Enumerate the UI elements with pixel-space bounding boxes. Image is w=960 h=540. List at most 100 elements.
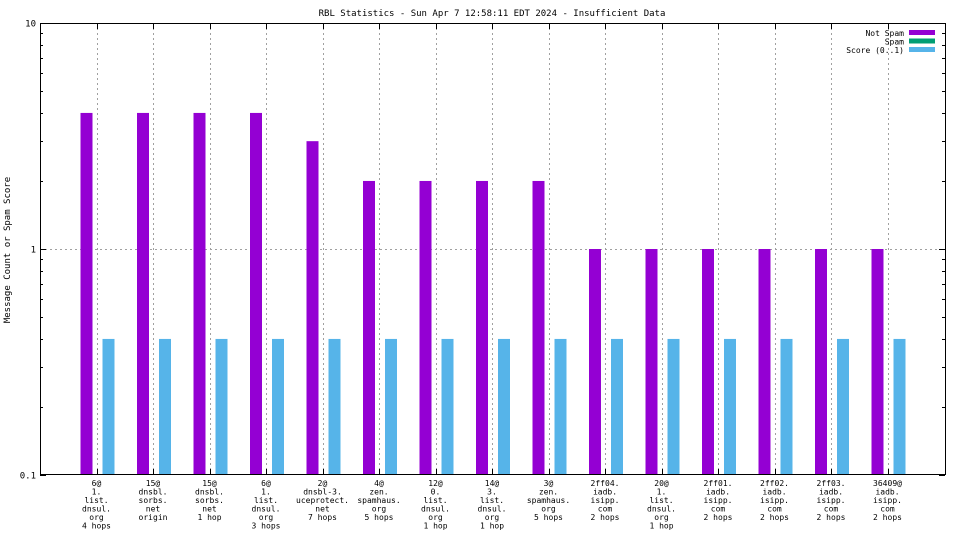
not-spam-bar: [193, 112, 206, 475]
x-tick-label: 1 hop: [197, 513, 221, 522]
x-tick-label: 36409@: [873, 479, 902, 488]
x-tick-label: iadb.: [706, 488, 730, 497]
x-tick-label: com: [824, 505, 839, 514]
x-tick-label: 20@: [654, 479, 669, 488]
score-bar: [667, 338, 680, 475]
not-spam-bar: [645, 249, 658, 475]
x-tick-label: dnsul.: [647, 505, 676, 514]
score-bar: [102, 338, 115, 475]
x-tick-label: 2ff01.: [704, 479, 733, 488]
x-tick-label: list.: [254, 496, 278, 505]
x-tick-label: 5 hops: [534, 513, 563, 522]
x-tick-label: origin: [139, 513, 168, 522]
grid-lines: [40, 23, 945, 476]
x-tick-label: sorbs.: [139, 496, 168, 505]
x-tick-label: 5 hops: [365, 513, 394, 522]
x-tick-label: list.: [649, 496, 673, 505]
x-tick-label: sorbs.: [195, 496, 224, 505]
not-spam-bar: [589, 249, 601, 475]
not-spam-bar: [532, 180, 545, 475]
x-tick-label: net: [146, 505, 161, 514]
score-bar: [780, 338, 793, 475]
x-tick-label: 7 hops: [308, 513, 337, 522]
x-tick-label: 2@: [318, 479, 328, 488]
score-bar: [893, 338, 906, 475]
x-tick-label: 4 hops: [82, 522, 111, 531]
x-tick-label: dnsbl.: [139, 488, 168, 497]
x-tick-label: dnsul.: [82, 505, 111, 514]
x-tick-label: com: [767, 505, 782, 514]
x-tick-label: org: [485, 513, 500, 522]
x-tick-label: 2 hops: [704, 513, 733, 522]
not-spam-bar: [476, 180, 488, 475]
x-tick-label: isipp.: [873, 496, 902, 505]
x-tick-label: dnsul.: [252, 505, 281, 514]
x-tick-label: org: [654, 513, 669, 522]
x-tick-label: net: [202, 505, 217, 514]
score-bar: [554, 338, 567, 475]
not-spam-bar: [137, 112, 149, 475]
x-tick-label: 6@: [92, 479, 102, 488]
legend-swatch: [909, 30, 935, 35]
x-tick-label: iadb.: [593, 488, 617, 497]
x-tick-label: list.: [423, 496, 447, 505]
score-bar: [837, 338, 849, 475]
x-tick-label: 3.: [487, 488, 497, 497]
score-bar: [441, 338, 454, 475]
x-tick-label: 15@: [202, 479, 217, 488]
legend-label: Not Spam: [865, 29, 904, 38]
x-tick-label: uceprotect.: [296, 496, 349, 505]
x-tick-label: 1 hop: [480, 522, 504, 531]
score-bar: [328, 338, 341, 475]
x-tick-label: org: [372, 505, 387, 514]
score-bar: [611, 338, 623, 475]
plot-frame: [40, 23, 946, 475]
chart-title: RBL Statistics - Sun Apr 7 12:58:11 EDT …: [319, 9, 666, 19]
x-tick-label: spamhaus.: [527, 496, 570, 505]
x-tick-label: spamhaus.: [357, 496, 400, 505]
y-axis-label: Message Count or Spam Score: [3, 177, 13, 323]
not-spam-bar: [250, 112, 262, 475]
x-tick-label: 12@: [428, 479, 443, 488]
not-spam-bar: [758, 249, 771, 475]
x-tick-label: dnsul.: [421, 505, 450, 514]
score-bar: [385, 338, 397, 475]
legend-label: Score (0..1): [846, 46, 904, 55]
x-tick-label: com: [711, 505, 726, 514]
bars: [80, 112, 906, 475]
x-tick-label: 1.: [657, 488, 667, 497]
x-tick-label: 3@: [544, 479, 554, 488]
score-bar: [159, 338, 171, 475]
x-tick-label: 3 hops: [252, 522, 281, 531]
not-spam-bar: [419, 180, 432, 475]
x-tick-label: 2 hops: [760, 513, 789, 522]
x-tick-label: org: [89, 513, 104, 522]
x-tick-label: isipp.: [704, 496, 733, 505]
y-tick-label: 0.1: [20, 472, 36, 482]
x-tick-label: 1 hop: [649, 522, 673, 531]
x-tick-label: isipp.: [760, 496, 789, 505]
x-tick-label: dnsbl-3.: [303, 488, 342, 497]
x-tick-label: 15@: [146, 479, 161, 488]
not-spam-bar: [815, 249, 827, 475]
not-spam-bar: [80, 112, 93, 475]
x-tick-label: 2 hops: [873, 513, 902, 522]
x-tick-label: isipp.: [817, 496, 846, 505]
x-tick-label: list.: [84, 496, 108, 505]
x-tick-label: 2ff04.: [591, 479, 620, 488]
legend-swatch: [909, 38, 935, 44]
x-tick-label: org: [428, 513, 443, 522]
x-tick-label: 4@: [374, 479, 384, 488]
x-tick-label: net: [315, 505, 330, 514]
x-tick-label: iadb.: [762, 488, 786, 497]
score-bar: [272, 338, 284, 475]
x-tick-label: 2 hops: [817, 513, 846, 522]
x-tick-label: 1 hop: [423, 522, 447, 531]
score-bar: [724, 338, 736, 475]
x-tick-label: zen.: [369, 488, 388, 497]
legend-label: Spam: [885, 38, 904, 47]
score-bar: [215, 338, 228, 475]
